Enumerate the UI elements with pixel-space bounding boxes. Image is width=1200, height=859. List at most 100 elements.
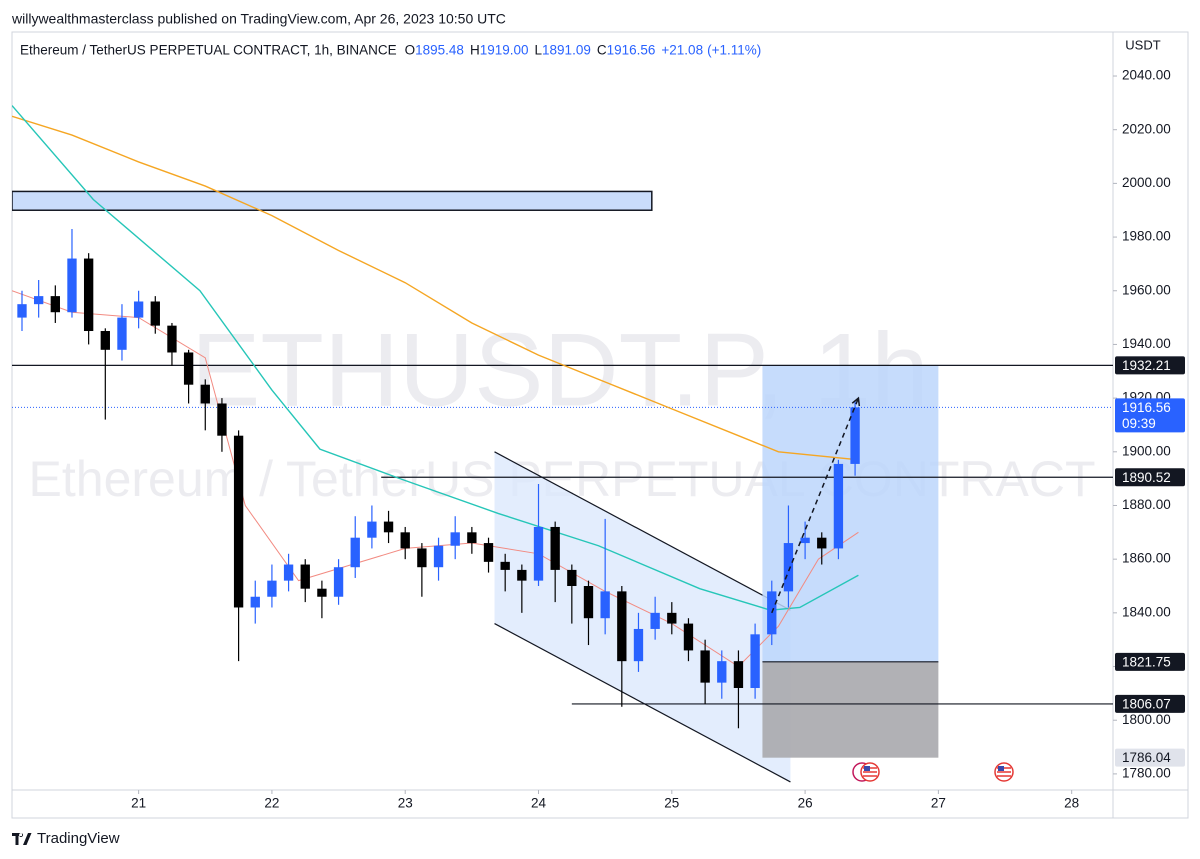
candle-body [717,661,727,683]
candle-body [650,612,660,629]
level-label-box [1115,694,1185,713]
candle-body [67,258,77,313]
level-label-box [1115,468,1185,487]
channel-fill [494,451,791,782]
candle-body [617,591,627,662]
candle-body [517,569,527,581]
candle-body [200,384,210,404]
event-icons [852,762,1014,782]
candle-body [367,521,377,538]
entry-label-box [1115,652,1185,671]
candle-body [633,628,644,662]
projection-arrow [771,397,860,614]
price-axis: 1780.001800.001820.001840.001860.001880.… [1113,68,1185,780]
stop-label: 1786.04 [1122,750,1171,765]
candle-body [833,463,844,549]
candle-body [83,258,94,332]
legend: Ethereum / TetherUS PERPETUAL CONTRACT, … [20,43,761,58]
candle-body [250,596,260,608]
x-tick-label: 26 [798,796,813,811]
candle-body [17,304,27,318]
candle-body [267,580,277,597]
y-tick-label: 1880.00 [1122,497,1171,512]
flag-canton [998,766,1004,771]
candle-body [500,561,510,570]
candle-body [533,526,544,581]
ohlc-value: 1895.48 [415,43,464,58]
candle-body [167,325,177,353]
x-tick-label: 25 [664,796,679,811]
y-tick-label: 1840.00 [1122,604,1171,619]
moving-average [12,115,859,461]
x-tick-label: 24 [531,796,547,811]
y-tick-label: 1980.00 [1122,229,1171,244]
level-label: 1806.07 [1122,696,1171,711]
candle-body [133,301,144,318]
ohlc-prefix: L [535,43,543,58]
y-unit: USDT [1125,37,1160,52]
level-label-box [1115,356,1185,375]
change: +21.08 [661,43,703,58]
candle-body [383,521,394,533]
ohlc-prefix: O [405,43,416,58]
stop-label-box [1115,748,1185,767]
ohlc-prefix: H [470,43,480,58]
candle-body [317,588,327,597]
channel-line [494,451,791,611]
candle-body [450,532,460,546]
countdown: 09:39 [1122,416,1156,431]
level-label: 1932.21 [1122,358,1171,373]
symbol: Ethereum / TetherUS PERPETUAL CONTRACT, … [20,43,397,58]
ohlc-value: 1916.56 [607,43,656,58]
ohlc-prefix: C [597,43,607,58]
y-tick-label: 1960.00 [1122,282,1171,297]
change-pct: (+1.11%) [707,43,761,58]
logo-mark [12,833,32,845]
candle-body [683,623,694,651]
candle-body [583,586,594,619]
entry-label: 1821.75 [1122,654,1171,669]
x-tick-label: 22 [264,796,279,811]
last-price-label: 1916.56 [1122,400,1171,415]
candle-body [467,532,477,544]
candle-body [117,317,127,350]
candle-body [750,634,760,689]
candle-body [700,650,710,683]
candle-body [483,543,494,562]
candle-body [183,352,194,385]
candle-body [233,435,244,608]
flag-canton [864,766,870,771]
candle-body [783,543,794,592]
ohlc-value: 1891.09 [542,43,591,58]
footer-logo: TradingView [12,830,120,847]
level-label: 1890.52 [1122,470,1171,485]
candle-body [300,564,310,589]
candle-body [567,569,577,587]
ohlc-value: 1919.00 [480,43,529,58]
y-tick-label: 1780.00 [1122,765,1171,780]
y-tick-label: 2000.00 [1122,175,1171,190]
candle-body [800,537,810,544]
publisher: willywealthmasterclass published on Trad… [11,11,506,27]
chart-frame [11,31,1189,819]
candle-body [733,661,744,689]
candle-body [550,526,560,570]
y-tick-label: 1860.00 [1122,551,1171,566]
y-tick-label: 2040.00 [1122,68,1171,83]
candle-body [100,331,110,350]
arrow-head [851,396,861,407]
candle-body [400,532,410,549]
candle-body [333,567,344,597]
candle-body [350,537,360,568]
candle-body [217,403,227,436]
candle-body [433,545,444,568]
last-price-box [1115,398,1185,433]
loss-zone [762,661,939,758]
brand: TradingView [37,830,120,847]
channel-line [494,623,791,783]
candle-body [150,301,160,326]
candle-body [600,591,610,619]
candle-body [417,548,427,568]
